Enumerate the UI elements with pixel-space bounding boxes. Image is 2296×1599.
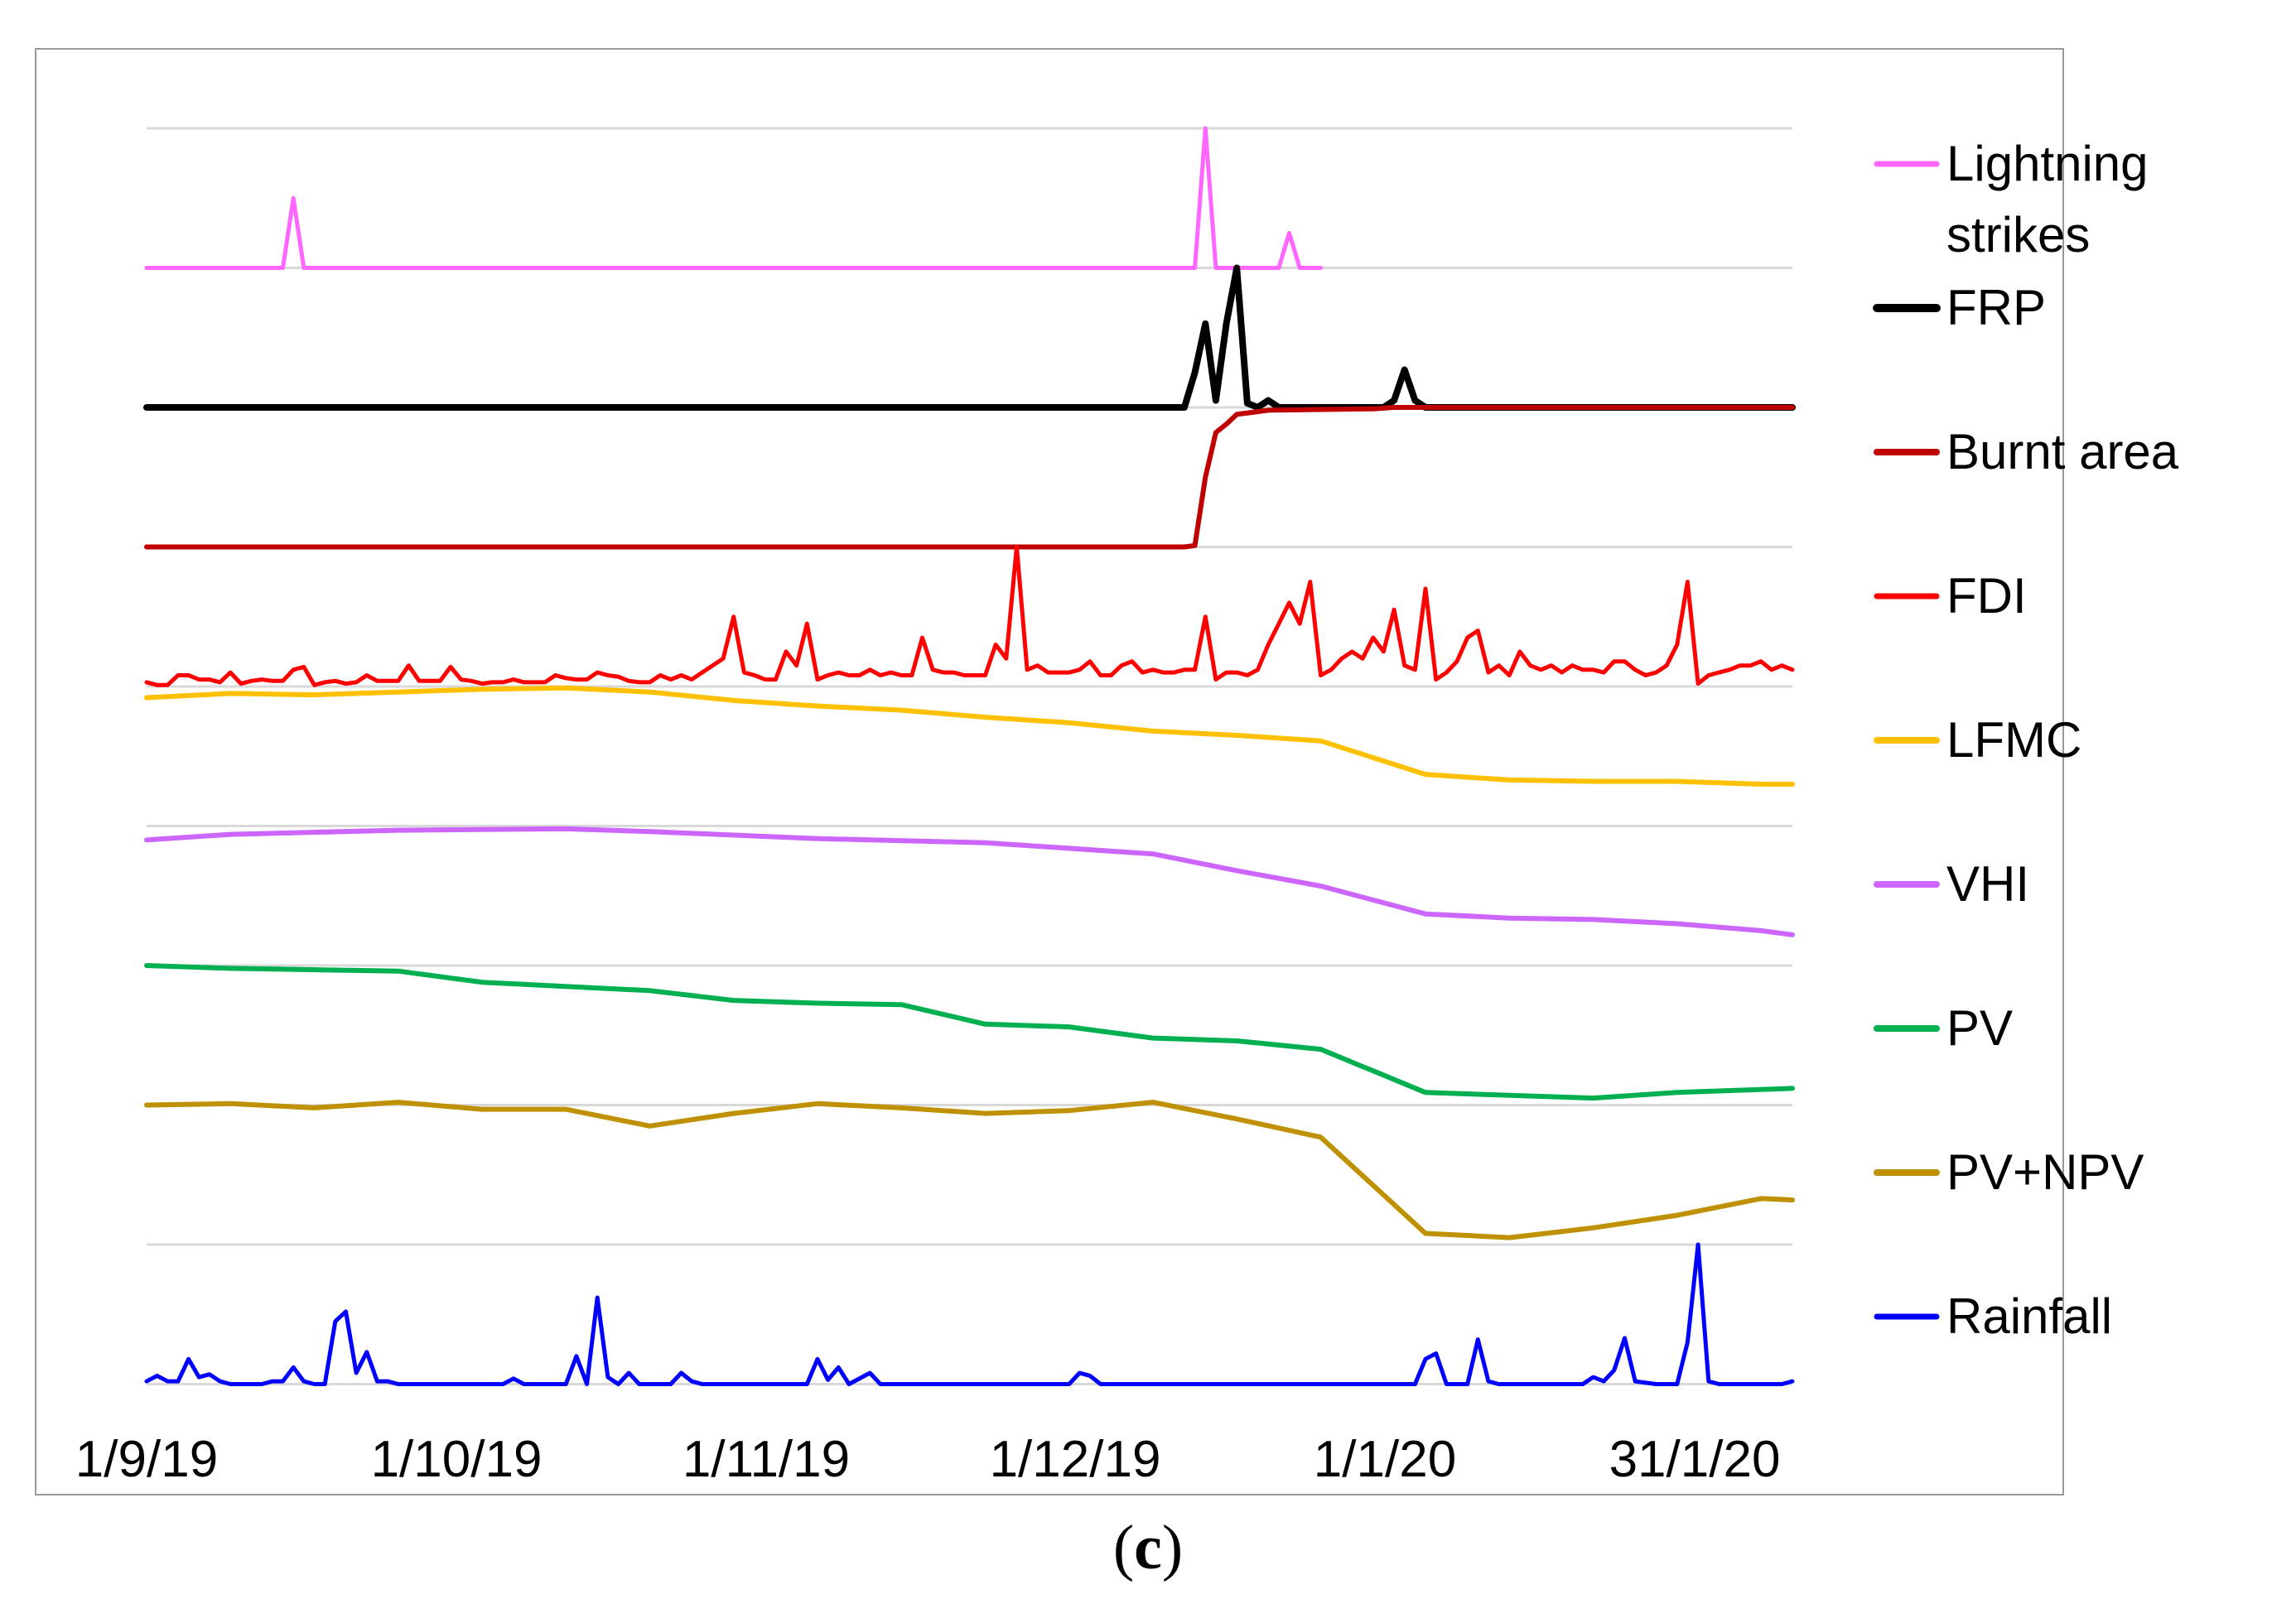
legend-label: Rainfall [1946, 1288, 2112, 1344]
legend: Lightning strikes FRP Burnt area FDI LFMC VHI P… [1873, 136, 2179, 1344]
legend-item: FRP [1873, 280, 2046, 335]
legend-label: LFMC [1946, 712, 2081, 768]
legend-label: VHI [1946, 856, 2029, 912]
x-tick-label: 1/1/20 [1314, 1431, 1456, 1488]
series-lines [143, 126, 1796, 1386]
legend-item: Rainfall [1874, 1288, 2112, 1344]
x-tick-label: 1/10/19 [371, 1431, 543, 1488]
series-line-rainfall [144, 1242, 1795, 1386]
series-line-frp [143, 264, 1796, 411]
legend-label: Burnt area [1946, 424, 2179, 479]
series-line-lightning-strikes [144, 126, 1323, 270]
legend-item: FDI [1874, 568, 2027, 624]
x-tick-label: 1/12/19 [990, 1431, 1161, 1488]
series-line-pv-npv [144, 1100, 1795, 1240]
series-line-vhi [144, 826, 1795, 937]
legend-item: Burnt area [1874, 424, 2179, 479]
series-line-fdi [144, 545, 1795, 687]
x-tick-labels: 1/9/19 1/10/19 1/11/19 1/12/19 1/1/20 31/1/20 [75, 1431, 1781, 1488]
x-tick-label: 1/11/19 [683, 1431, 850, 1488]
series-line-pv [144, 963, 1795, 1101]
legend-label: PV [1946, 1000, 2013, 1056]
panel-letter: c [1134, 1513, 1162, 1582]
legend-item: Lightning strikes [1874, 136, 2149, 262]
legend-item: PV [1874, 1000, 2013, 1056]
legend-label: FDI [1946, 568, 2027, 624]
panel-label: (c) [1112, 1513, 1184, 1582]
chart-frame [35, 48, 2064, 1495]
gridlines [147, 127, 1792, 1385]
legend-item: PV+NPV [1874, 1144, 2144, 1200]
legend-label: Lightning [1946, 136, 2149, 191]
series-line-lfmc [144, 685, 1795, 787]
legend-item: VHI [1874, 856, 2029, 912]
series-line-burnt-area [144, 405, 1795, 550]
legend-label: FRP [1946, 280, 2046, 335]
legend-label: strikes [1946, 207, 2090, 262]
x-tick-label: 1/9/19 [75, 1431, 218, 1488]
legend-label: PV+NPV [1946, 1144, 2144, 1200]
legend-item: LFMC [1874, 712, 2081, 768]
x-tick-label: 31/1/20 [1609, 1431, 1781, 1488]
